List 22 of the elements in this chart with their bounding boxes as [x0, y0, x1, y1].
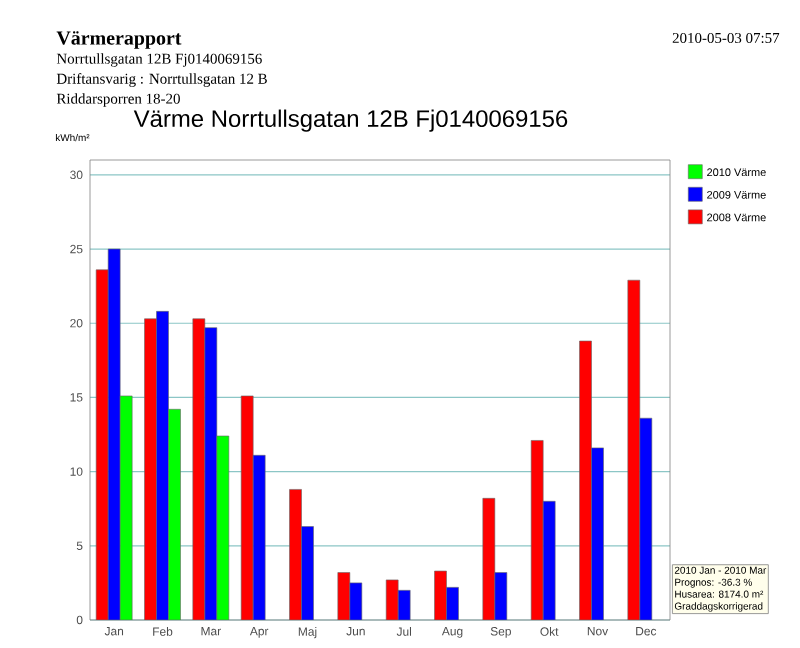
bar [192, 318, 206, 620]
bar [107, 248, 121, 620]
bar [639, 417, 653, 620]
bar [289, 489, 302, 620]
bar [542, 500, 556, 620]
bar [168, 408, 181, 620]
bar [204, 327, 218, 620]
bar [579, 340, 592, 620]
chart-title: Värme Norrtullsgatan 12B Fj0140069156 [133, 109, 568, 132]
bar [482, 498, 496, 620]
text: Värmerapport [56, 31, 182, 49]
bar [627, 279, 641, 620]
bar [119, 395, 133, 620]
bar [240, 395, 254, 620]
bar [252, 454, 266, 620]
bar [591, 447, 604, 620]
bar [95, 269, 109, 620]
bar [530, 440, 544, 620]
bar [156, 311, 169, 620]
bar [301, 526, 314, 620]
bar [144, 318, 157, 620]
bar [216, 435, 230, 620]
